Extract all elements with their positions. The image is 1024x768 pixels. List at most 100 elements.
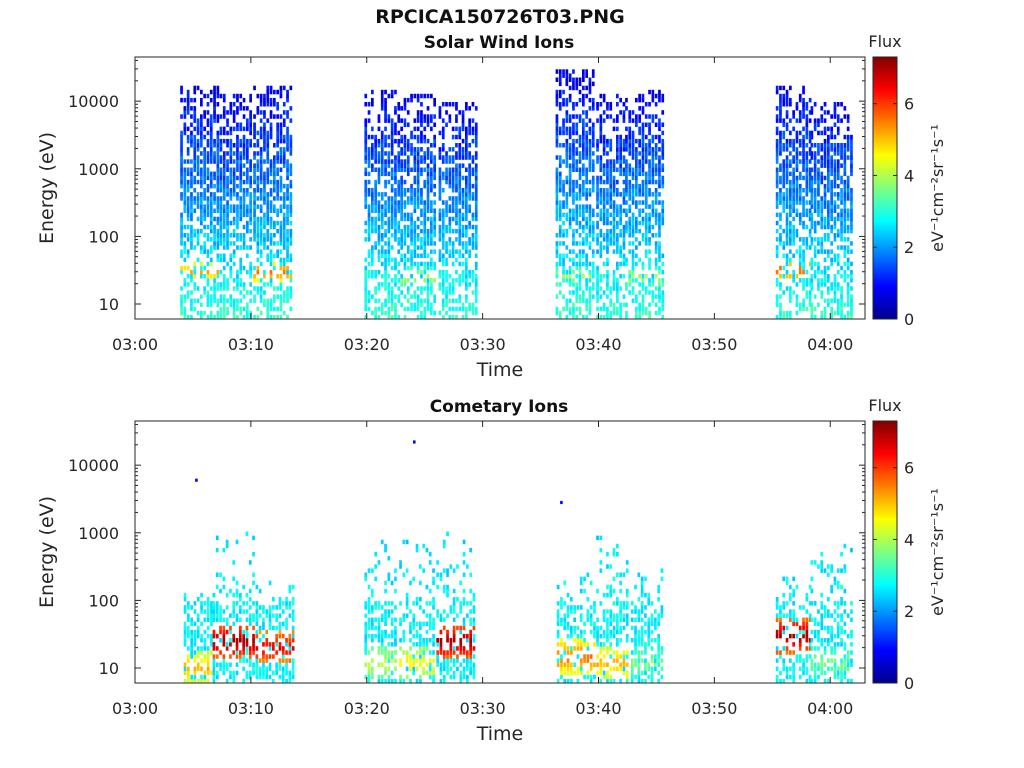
spectrogram-cell: [850, 314, 853, 320]
spectrogram-cell: [374, 298, 377, 303]
spectrogram-cell: [433, 171, 436, 177]
spectrogram-cell: [186, 212, 190, 218]
spectrogram-cell: [836, 183, 840, 189]
spectrogram-cell: [183, 114, 187, 119]
spectrogram-cell: [628, 204, 632, 209]
spectrogram-cell: [266, 220, 270, 226]
spectrogram-cell: [384, 286, 387, 291]
spectrogram-cell: [591, 167, 595, 172]
spectrogram-cell: [785, 171, 789, 177]
spectrogram-cell: [209, 97, 213, 103]
spectrogram-cell: [242, 171, 246, 177]
spectrogram-cell: [200, 151, 203, 156]
spectrogram-cell: [846, 257, 850, 263]
spectrogram-cell: [795, 179, 799, 185]
spectrogram-cell: [371, 228, 374, 234]
spectrogram-cell: [602, 204, 606, 209]
spectrogram-cell: [272, 597, 275, 602]
spectrogram-cell: [196, 85, 200, 91]
spectrogram-cell: [279, 298, 283, 303]
spectrogram-cell: [394, 220, 397, 226]
spectrogram-cell: [262, 633, 265, 639]
spectrogram-cell: [377, 233, 381, 238]
spectrogram-cell: [612, 208, 616, 213]
spectrogram-cell: [441, 302, 445, 308]
spectrogram-cell: [622, 179, 626, 185]
spectrogram-cell: [364, 629, 368, 635]
spectrogram-cell: [833, 106, 837, 111]
spectrogram-cell: [426, 196, 430, 201]
spectrogram-cell: [196, 155, 200, 160]
spectrogram-cell: [468, 183, 471, 189]
spectrogram-cell: [635, 188, 638, 193]
spectrogram-cell: [616, 143, 619, 148]
spectrogram-cell: [222, 138, 226, 144]
spectrogram-cell: [792, 159, 795, 164]
spectrogram-cell: [843, 147, 847, 152]
spectrogram-cell: [229, 274, 233, 279]
spectrogram-cell: [410, 249, 413, 254]
spectrogram-cell: [226, 298, 229, 303]
spectrogram-cell: [438, 286, 442, 291]
spectrogram-cell: [588, 81, 592, 87]
spectrogram-cell: [268, 580, 272, 586]
spectrogram-cell: [286, 175, 289, 181]
spectrogram-cell: [558, 81, 562, 87]
spectrogram-cell: [588, 294, 592, 299]
spectrogram-cell: [416, 155, 420, 160]
spectrogram-cell: [578, 253, 582, 258]
spectrogram-cell: [259, 261, 263, 267]
spectrogram-cell: [209, 122, 213, 127]
spectrogram-cell: [397, 151, 401, 156]
spectrogram-cell: [795, 175, 799, 181]
spectrogram-cell: [239, 654, 242, 659]
spectrogram-cell: [850, 224, 853, 230]
spectrogram-cell: [196, 237, 200, 242]
spectrogram-cell: [281, 646, 285, 651]
spectrogram-cell: [216, 159, 220, 164]
spectrogram-cell: [658, 159, 661, 164]
spectrogram-cell: [616, 138, 619, 144]
spectrogram-cell: [364, 601, 368, 606]
spectrogram-cell: [565, 102, 569, 107]
spectrogram-cell: [206, 175, 210, 181]
spectrogram-cell: [850, 294, 853, 299]
spectrogram-cell: [190, 171, 193, 177]
spectrogram-cell: [285, 601, 288, 606]
spectrogram-cell: [206, 290, 210, 295]
spectrogram-cell: [288, 588, 292, 594]
spectrogram-cell: [219, 208, 223, 213]
spectrogram-cell: [795, 302, 799, 308]
spectrogram-cell: [820, 290, 824, 295]
spectrogram-cell: [840, 196, 843, 201]
spectrogram-cell: [648, 278, 651, 283]
spectrogram-cell: [830, 167, 833, 172]
spectrogram-cell: [246, 126, 249, 132]
spectrogram-cell: [468, 143, 471, 148]
spectrogram-cell: [628, 179, 632, 185]
spectrogram-cell: [465, 298, 468, 303]
spectrogram-cell: [433, 294, 436, 299]
spectrogram-cell: [785, 110, 789, 115]
spectrogram-cell: [654, 114, 658, 119]
spectrogram-cell: [371, 220, 374, 226]
spectrogram-cell: [200, 666, 203, 672]
spectrogram-cell: [654, 216, 658, 222]
spectrogram-cell: [276, 159, 279, 164]
spectrogram-cell: [190, 302, 193, 308]
spectrogram-cell: [426, 200, 430, 205]
spectrogram-cell: [263, 245, 266, 250]
spectrogram-cell: [258, 670, 262, 676]
spectrogram-cell: [273, 183, 276, 189]
spectrogram-cell: [474, 245, 478, 250]
spectrogram-cell: [585, 241, 588, 246]
spectrogram-cell: [562, 241, 565, 246]
spectrogram-cell: [805, 151, 809, 156]
spectrogram-cell: [817, 147, 820, 152]
spectrogram-cell: [216, 269, 220, 275]
spectrogram-cell: [266, 237, 270, 242]
spectrogram-cell: [206, 646, 210, 651]
spectrogram-cell: [585, 151, 588, 156]
spectrogram-cell: [578, 286, 582, 291]
spectrogram-cell: [403, 306, 407, 312]
